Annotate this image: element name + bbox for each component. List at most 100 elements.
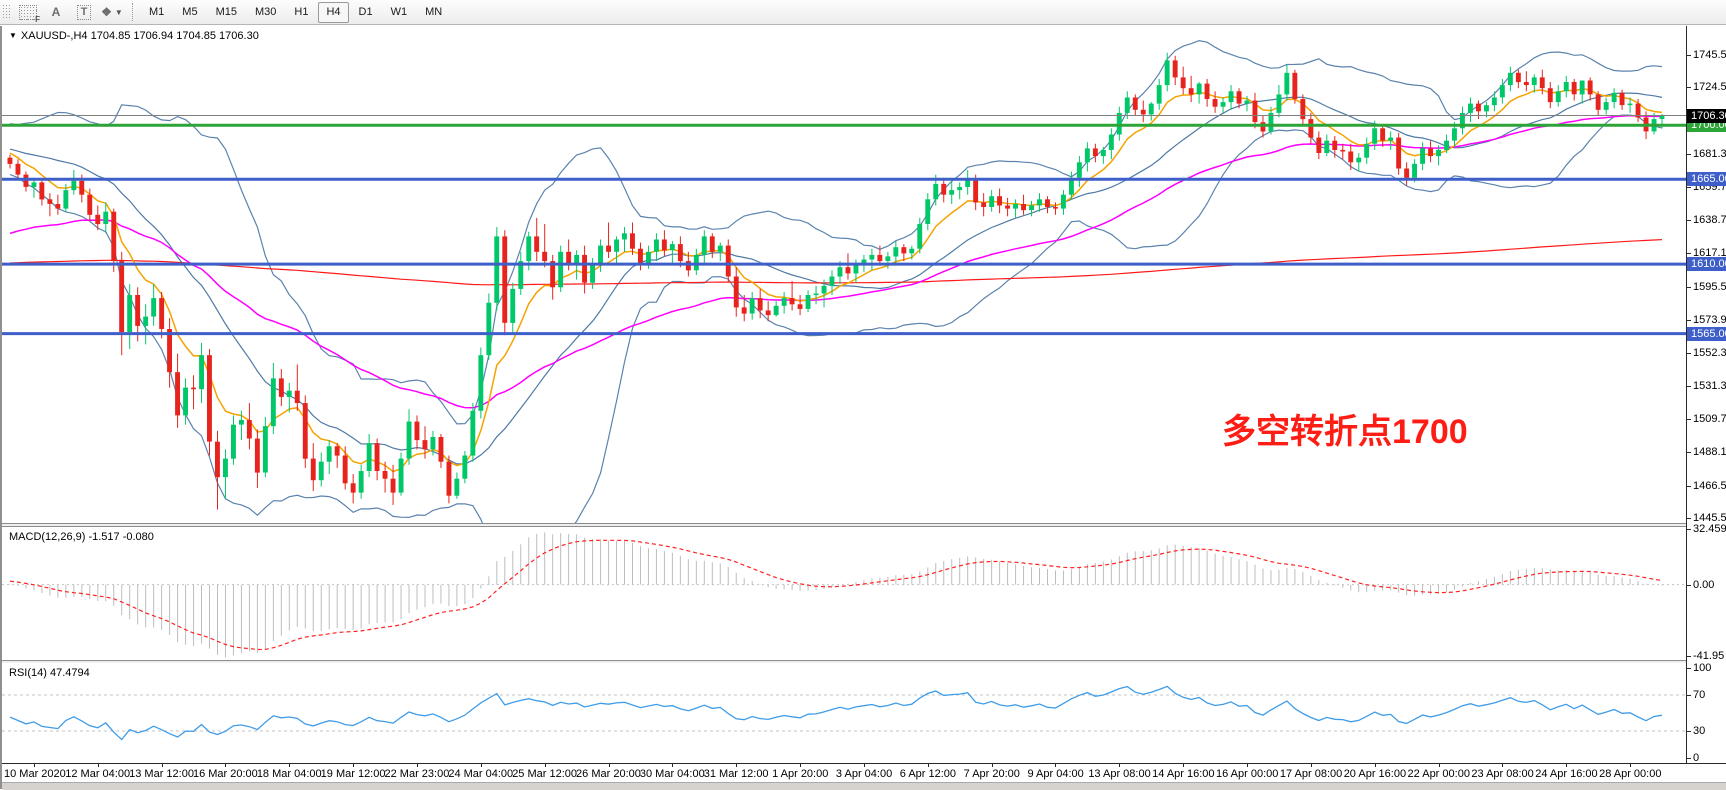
time-tick-label: 31 Mar 12:00 [703, 768, 769, 780]
time-tick-mark [1502, 764, 1504, 767]
price-tick-label: 1573.90 [1693, 313, 1726, 326]
time-tick-label: 12 Mar 04:00 [65, 768, 131, 780]
toolbar-drag-handle[interactable] [2, 4, 10, 20]
time-tick-mark [33, 764, 35, 767]
time-tick-label: 17 Apr 08:00 [1279, 768, 1343, 780]
time-tick-mark [1055, 764, 1057, 767]
timeframe-button-m1[interactable]: M1 [149, 6, 165, 18]
time-tick-mark [863, 764, 865, 767]
time-tick-mark [1183, 764, 1185, 767]
axis-tick-mark [1687, 731, 1691, 732]
timeframe-button-h1[interactable]: H1 [294, 6, 309, 18]
axis-tick-mark [1687, 253, 1691, 255]
timeframe-button-m15[interactable]: M15 [215, 6, 237, 18]
chevron-down-icon: ▼ [114, 7, 123, 17]
macd-axis-label: -41.95 [1693, 650, 1725, 662]
time-tick-mark [97, 764, 99, 767]
time-tick-mark [161, 764, 163, 767]
timeframe-button-h4[interactable]: H4 [318, 1, 349, 23]
timeframe-button-mn[interactable]: MN [425, 6, 443, 18]
time-tick-label: 24 Apr 16:00 [1535, 768, 1598, 780]
axis-tick-mark [1687, 385, 1691, 387]
price-tick-label: 1681.30 [1693, 148, 1726, 161]
time-tick-mark [1310, 764, 1312, 767]
time-tick-label: 13 Mar 12:00 [129, 768, 194, 780]
axis-tick-mark [1687, 55, 1691, 57]
axis-tick-mark [1687, 353, 1691, 355]
pane-separator-macd[interactable] [2, 523, 1686, 527]
axis-tick-mark [1687, 584, 1691, 586]
chart-annotation: 多空转折点1700 [1222, 413, 1468, 451]
axis-tick-mark [1687, 758, 1691, 759]
time-tick-label: 9 Apr 04:00 [1027, 768, 1084, 780]
objects-icon: ❖ [101, 5, 112, 19]
axis-tick-mark [1687, 87, 1691, 89]
timeframe-button-m5[interactable]: M5 [182, 6, 198, 18]
text-label-tool-button[interactable]: A [43, 1, 69, 24]
time-tick-mark [1438, 764, 1440, 767]
time-tick-mark [800, 764, 802, 767]
rsi-axis-label: 30 [1693, 725, 1706, 737]
time-axis[interactable]: 10 Mar 2020 12 Mar 04:00 13 Mar 12:00 16 Ma… [2, 763, 1726, 782]
macd-axis-label: 0.00 [1693, 578, 1715, 591]
current-price-badge: 1706.30 [1687, 108, 1726, 123]
time-tick-mark [1374, 764, 1376, 767]
axis-tick-mark [1687, 452, 1691, 454]
time-tick-mark [1630, 764, 1632, 767]
time-tick-label: 19 Mar 12:00 [320, 768, 386, 780]
time-tick-label: 7 Apr 20:00 [963, 768, 1020, 780]
price-tick-label: 1445.50 [1693, 512, 1726, 525]
time-tick-mark [225, 764, 227, 767]
time-tick-mark [289, 764, 291, 767]
time-tick-label: 13 Apr 08:00 [1088, 768, 1151, 780]
hline-price-badge: 1610.00 [1687, 257, 1726, 272]
macd-pane[interactable]: MACD(12,26,9) -1.517 -0.080 [2, 527, 1686, 660]
time-tick-label: 26 Mar 20:00 [576, 768, 641, 780]
text-tool-button[interactable]: T [71, 1, 97, 24]
price-tick-label: 1466.50 [1693, 479, 1726, 492]
hline-price-badge: 1665.00 [1687, 172, 1726, 187]
macd-chart[interactable] [2, 527, 1686, 660]
rsi-chart[interactable] [2, 663, 1686, 763]
candlestick-chart[interactable] [2, 26, 1686, 523]
rsi-pane[interactable]: RSI(14) 47.4794 [2, 663, 1686, 763]
price-tick-label: 1552.30 [1693, 347, 1726, 360]
time-tick-mark [417, 764, 418, 767]
price-tick-label: 1617.10 [1693, 247, 1726, 260]
timeframe-button-w1[interactable]: W1 [390, 6, 408, 18]
axis-tick-mark [1687, 319, 1691, 321]
hline-price-badge: 1565.00 [1687, 326, 1726, 341]
objects-tool-button[interactable]: ❖ ▼ [99, 1, 125, 24]
timeframe-button-m30[interactable]: M30 [254, 6, 277, 18]
axis-tick-mark [1687, 418, 1691, 420]
time-tick-label: 16 Apr 00:00 [1216, 768, 1279, 780]
time-tick-label: 18 Mar 04:00 [256, 768, 322, 780]
time-tick-mark [672, 764, 674, 767]
axis-tick-mark [1687, 518, 1691, 520]
grid-f-icon: F [19, 4, 40, 24]
time-tick-label: 1 Apr 20:00 [772, 768, 829, 780]
price-tick-label: 1595.50 [1693, 280, 1726, 293]
toolbar-separator [132, 3, 134, 21]
axis-tick-mark [1687, 154, 1691, 156]
time-tick-label: 14 Apr 16:00 [1152, 768, 1215, 780]
time-tick-mark [480, 764, 482, 767]
indicator-grid-tool-button[interactable]: F [15, 1, 41, 24]
rsi-axis-label: 0 [1693, 752, 1700, 764]
main-chart-pane[interactable]: ▼ XAUUSD-,H4 1704.85 1706.94 1704.85 1706… [2, 26, 1686, 523]
rsi-label: RSI(14) 47.4794 [9, 667, 90, 679]
time-tick-mark [1119, 764, 1121, 767]
time-tick-label: 22 Mar 23:00 [384, 768, 450, 780]
price-axis[interactable]: 1745.501724.501681.301659.701638.701617.… [1686, 26, 1726, 781]
price-tick-label: 1638.70 [1693, 213, 1726, 226]
time-tick-mark [1247, 764, 1248, 767]
macd-axis-label: 32.459 [1693, 523, 1726, 536]
time-tick-mark [353, 764, 355, 767]
window-bottom-strip [2, 782, 1726, 790]
collapse-triangle-icon[interactable]: ▼ [9, 31, 17, 40]
time-tick-label: 3 Apr 04:00 [835, 768, 893, 780]
toolbar: F A T ❖ ▼ M1 M5 M15 M30 H1 H4 D1 W1 MN [0, 0, 1726, 25]
rsi-axis-label: 100 [1693, 662, 1712, 674]
price-tick-label: 1724.50 [1693, 81, 1726, 94]
timeframe-button-d1[interactable]: D1 [358, 6, 373, 18]
